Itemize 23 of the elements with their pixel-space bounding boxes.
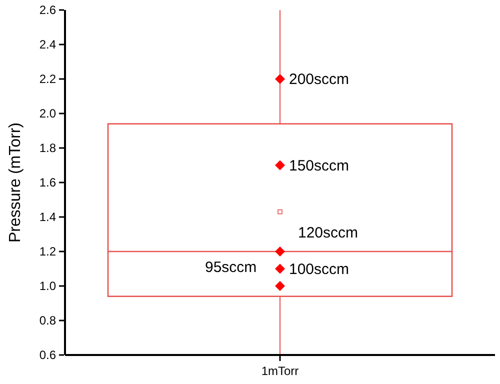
y-tick-label: 2.2	[39, 72, 56, 86]
y-tick-label: 1.8	[39, 141, 56, 155]
y-tick-label: 1.4	[39, 210, 56, 224]
point	[275, 160, 285, 170]
point	[275, 264, 285, 274]
annotation: 120sccm	[298, 224, 358, 242]
y-tick-label: 1.2	[39, 244, 56, 258]
point	[275, 74, 285, 84]
point	[275, 281, 285, 291]
y-tick-label: 2.6	[39, 3, 56, 17]
y-tick-label: 2.0	[39, 106, 56, 120]
annotation: 150sccm	[289, 157, 350, 174]
annotation: 200sccm	[289, 71, 350, 88]
x-tick-label: 1mTorr	[261, 364, 299, 378]
point	[275, 246, 285, 256]
y-tick-label: 2.4	[39, 38, 56, 52]
y-tick-label: 0.8	[39, 314, 56, 328]
y-tick-label: 0.6	[39, 348, 56, 362]
y-tick-label: 1.6	[39, 176, 56, 190]
y-axis-title: Pressure (mTorr)	[7, 122, 24, 243]
y-tick-label: 1.0	[39, 279, 56, 293]
annotation: 95sccm	[205, 259, 257, 276]
annotation: 100sccm	[289, 260, 350, 278]
